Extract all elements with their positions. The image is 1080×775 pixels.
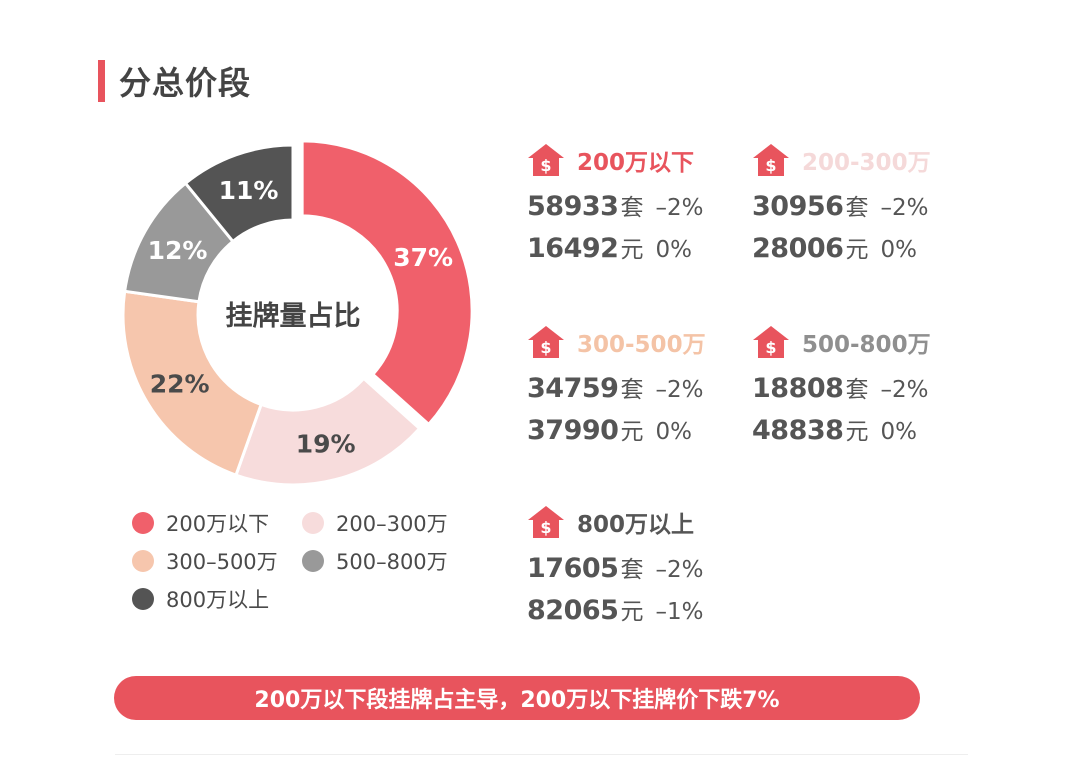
listings-row: 17605 套 –2% [527,550,747,584]
listings-row: 30956 套 –2% [752,188,972,222]
svg-text:$: $ [540,156,551,175]
listings-count: 17605 [527,553,619,584]
donut-slice-200-300 [234,376,422,487]
listings-count: 58933 [527,191,619,222]
price-row: 48838 元 0% [752,412,972,446]
listings-count: 30956 [752,191,844,222]
price-row: 82065 元 –1% [527,592,747,626]
price-unit: 元 [620,599,644,625]
listings-change: –2% [880,195,929,221]
bottom-divider [115,754,968,755]
card-header: $ 800万以上 [527,504,747,540]
legend-swatch [132,550,154,572]
card-header: $ 200-300万 [752,142,972,178]
house-dollar-icon: $ [753,144,789,176]
page-header: 分总价段 [98,58,251,104]
house-dollar-icon: $ [528,326,564,358]
legend-label: 200–300万 [336,512,448,536]
card-range-label: 200-300万 [802,150,931,176]
price-change: 0% [655,237,692,263]
price-range-card-200-300: $ 200-300万 30956 套 –2% 28006 元 0% [752,142,972,264]
donut-value-label-300-500: 22% [150,370,210,399]
price-row: 37990 元 0% [527,412,747,446]
price-change: 0% [880,237,917,263]
house-dollar-icon: $ [528,144,564,176]
listings-change: –2% [655,557,704,583]
legend-item-under-200: 200万以下 [132,508,269,538]
unit-price: 28006 [752,233,844,264]
donut-value-label-200-300: 19% [296,429,356,458]
unit-price: 82065 [527,595,619,626]
listings-row: 34759 套 –2% [527,370,747,404]
page-title: 分总价段 [119,64,252,102]
price-unit: 元 [620,419,644,445]
svg-text:$: $ [540,518,551,537]
price-range-card-over-800: $ 800万以上 17605 套 –2% 82065 元 –1% [527,504,747,626]
card-header: $ 500-800万 [752,324,972,360]
price-unit: 元 [845,419,869,445]
legend-item-500-800: 500–800万 [302,546,448,576]
card-range-label: 300-500万 [577,332,706,358]
unit-price: 16492 [527,233,619,264]
svg-text:$: $ [765,156,776,175]
listings-change: –2% [655,195,704,221]
donut-slice-under-200 [300,140,474,427]
price-change: –1% [655,599,704,625]
house-dollar-icon: $ [753,326,789,358]
legend-label: 800万以上 [166,588,270,612]
svg-text:$: $ [540,338,551,357]
summary-banner: 200万以下段挂牌占主导，200万以下挂牌价下跌7% [114,676,920,720]
legend-label: 200万以下 [166,512,270,536]
listings-change: –2% [655,377,704,403]
legend-swatch [132,512,154,534]
card-range-label: 800万以上 [577,512,695,538]
card-range-label: 500-800万 [802,332,931,358]
listings-unit: 套 [620,377,644,403]
donut-center-label: 挂牌量占比 [226,301,361,332]
legend-item-over-800: 800万以上 [132,584,269,614]
price-range-card-under-200: $ 200万以下 58933 套 –2% 16492 元 0% [527,142,747,264]
price-range-card-300-500: $ 300-500万 34759 套 –2% 37990 元 0% [527,324,747,446]
price-range-card-500-800: $ 500-800万 18808 套 –2% 48838 元 0% [752,324,972,446]
listings-unit: 套 [620,195,644,221]
listings-count: 34759 [527,373,619,404]
legend-label: 500–800万 [336,550,448,574]
donut-value-label-500-800: 12% [148,236,208,265]
listings-row: 58933 套 –2% [527,188,747,222]
listings-change: –2% [880,377,929,403]
legend-swatch [302,550,324,572]
card-header: $ 200万以下 [527,142,747,178]
listings-unit: 套 [845,195,869,221]
legend-swatch [302,512,324,534]
listing-share-donut-chart: 37% 19% 22% 12% 11% 挂牌量占比 [121,140,474,487]
title-accent-bar [98,60,105,102]
listings-unit: 套 [845,377,869,403]
house-dollar-icon: $ [528,506,564,538]
price-change: 0% [655,419,692,445]
unit-price: 48838 [752,415,844,446]
svg-text:$: $ [765,338,776,357]
listings-count: 18808 [752,373,844,404]
price-row: 28006 元 0% [752,230,972,264]
legend-item-300-500: 300–500万 [132,546,278,576]
summary-banner-text: 200万以下段挂牌占主导，200万以下挂牌价下跌7% [254,688,780,713]
legend-swatch [132,588,154,610]
donut-slice-over-800 [183,143,295,244]
listings-unit: 套 [620,557,644,583]
card-range-label: 200万以下 [577,150,695,176]
listings-row: 18808 套 –2% [752,370,972,404]
price-row: 16492 元 0% [527,230,747,264]
legend-label: 300–500万 [166,550,278,574]
donut-value-label-under-200: 37% [393,243,453,272]
legend-item-200-300: 200–300万 [302,508,448,538]
unit-price: 37990 [527,415,619,446]
price-unit: 元 [845,237,869,263]
card-header: $ 300-500万 [527,324,747,360]
donut-slice-300-500 [121,289,264,478]
price-change: 0% [880,419,917,445]
price-unit: 元 [620,237,644,263]
donut-value-label-over-800: 11% [219,176,279,205]
